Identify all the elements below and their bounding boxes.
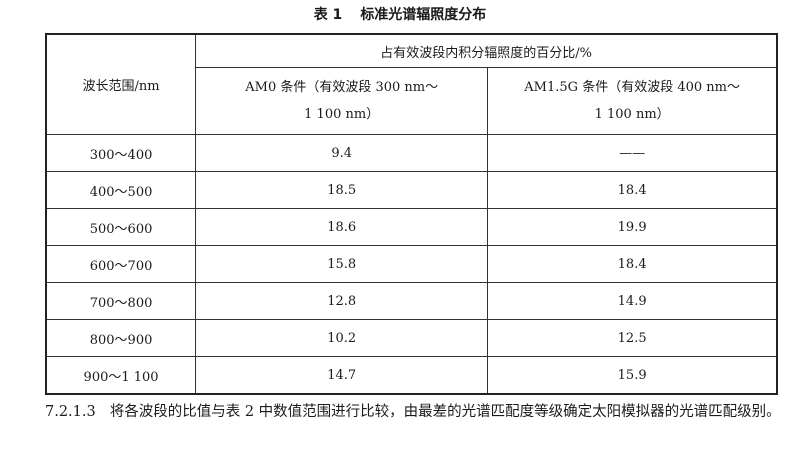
table-row: 900～1 100 14.7 15.9 [45,356,778,395]
am15g-header: AM1.5G 条件（有效波段 400 nm～ 1 100 nm） [487,67,778,135]
wavelength-cell: 900～1 100 [45,356,197,395]
wavelength-cell: 500～600 [45,208,197,246]
am15g-cell: 14.9 [487,282,778,320]
am0-header: AM0 条件（有效波段 300 nm～ 1 100 nm） [195,67,489,135]
am15g-header-line1: AM1.5G 条件（有效波段 400 nm～ [524,80,740,95]
am0-cell: 18.6 [195,208,489,246]
am0-cell: 12.8 [195,282,489,320]
spectral-irradiance-table: 波长范围/nm 占有效波段内积分辐照度的百分比/% AM0 条件（有效波段 30… [45,33,778,395]
table-row: 500～600 18.6 19.9 [45,208,778,246]
am15g-cell: 18.4 [487,245,778,283]
table-row: 300～400 9.4 —— [45,134,778,172]
wavelength-cell: 300～400 [45,134,197,172]
am0-cell: 14.7 [195,356,489,395]
table-caption: 表 1 标准光谱辐照度分布 [0,4,800,24]
table-row: 600～700 15.8 18.4 [45,245,778,283]
am0-cell: 18.5 [195,171,489,209]
footer-paragraph: 7.2.1.3 将各波段的比值与表 2 中数值范围进行比较，由最差的光谱匹配度等级… [45,398,785,426]
wavelength-cell: 800～900 [45,319,197,357]
percentage-group-header: 占有效波段内积分辐照度的百分比/% [195,33,778,68]
table-number: 表 1 [313,7,343,23]
am15g-cell: 19.9 [487,208,778,246]
am0-header-line2: 1 100 nm） [304,107,380,122]
am15g-cell: 18.4 [487,171,778,209]
wavelength-cell: 600～700 [45,245,197,283]
am15g-cell: 12.5 [487,319,778,357]
am15g-cell: —— [487,134,778,172]
wavelength-cell: 700～800 [45,282,197,320]
am15g-cell: 15.9 [487,356,778,395]
table-row: 400～500 18.5 18.4 [45,171,778,209]
am0-cell: 9.4 [195,134,489,172]
am0-header-line1: AM0 条件（有效波段 300 nm～ [245,80,439,95]
paragraph-text: 将各波段的比值与表 2 中数值范围进行比较，由最差的光谱匹配度等级确定太阳模拟器… [109,404,781,420]
am15g-header-line2: 1 100 nm） [594,107,670,122]
table-row: 800～900 10.2 12.5 [45,319,778,357]
table-row: 700～800 12.8 14.9 [45,282,778,320]
wavelength-cell: 400～500 [45,171,197,209]
am0-cell: 15.8 [195,245,489,283]
table-title: 标准光谱辐照度分布 [360,7,487,23]
section-number: 7.2.1.3 [45,404,96,420]
wavelength-header: 波长范围/nm [45,33,197,135]
am0-cell: 10.2 [195,319,489,357]
